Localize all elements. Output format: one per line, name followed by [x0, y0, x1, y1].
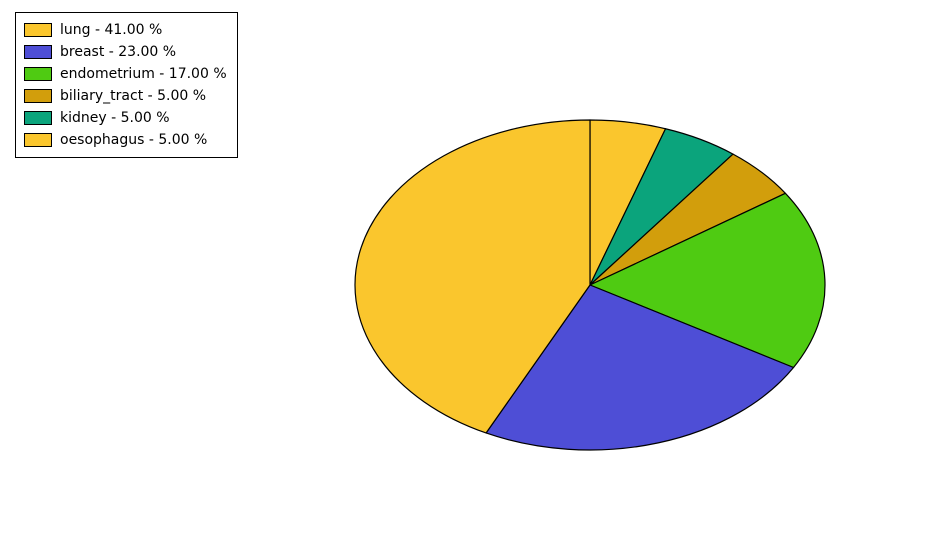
- legend-label: lung - 41.00 %: [60, 22, 162, 38]
- legend-swatch: [24, 45, 52, 59]
- legend-item: lung - 41.00 %: [24, 19, 227, 41]
- legend-label: biliary_tract - 5.00 %: [60, 88, 206, 104]
- legend-label: breast - 23.00 %: [60, 44, 176, 60]
- pie-chart: [353, 118, 827, 452]
- legend-item: endometrium - 17.00 %: [24, 63, 227, 85]
- legend-box: lung - 41.00 % breast - 23.00 % endometriu…: [15, 12, 238, 158]
- legend-label: kidney - 5.00 %: [60, 110, 170, 126]
- legend-item: breast - 23.00 %: [24, 41, 227, 63]
- legend-swatch: [24, 23, 52, 37]
- legend-item: oesophagus - 5.00 %: [24, 129, 227, 151]
- legend-swatch: [24, 133, 52, 147]
- legend-item: biliary_tract - 5.00 %: [24, 85, 227, 107]
- legend-swatch: [24, 89, 52, 103]
- legend-label: oesophagus - 5.00 %: [60, 132, 207, 148]
- legend-swatch: [24, 111, 52, 125]
- legend-label: endometrium - 17.00 %: [60, 66, 227, 82]
- pie-svg: [353, 118, 827, 452]
- legend-swatch: [24, 67, 52, 81]
- legend-item: kidney - 5.00 %: [24, 107, 227, 129]
